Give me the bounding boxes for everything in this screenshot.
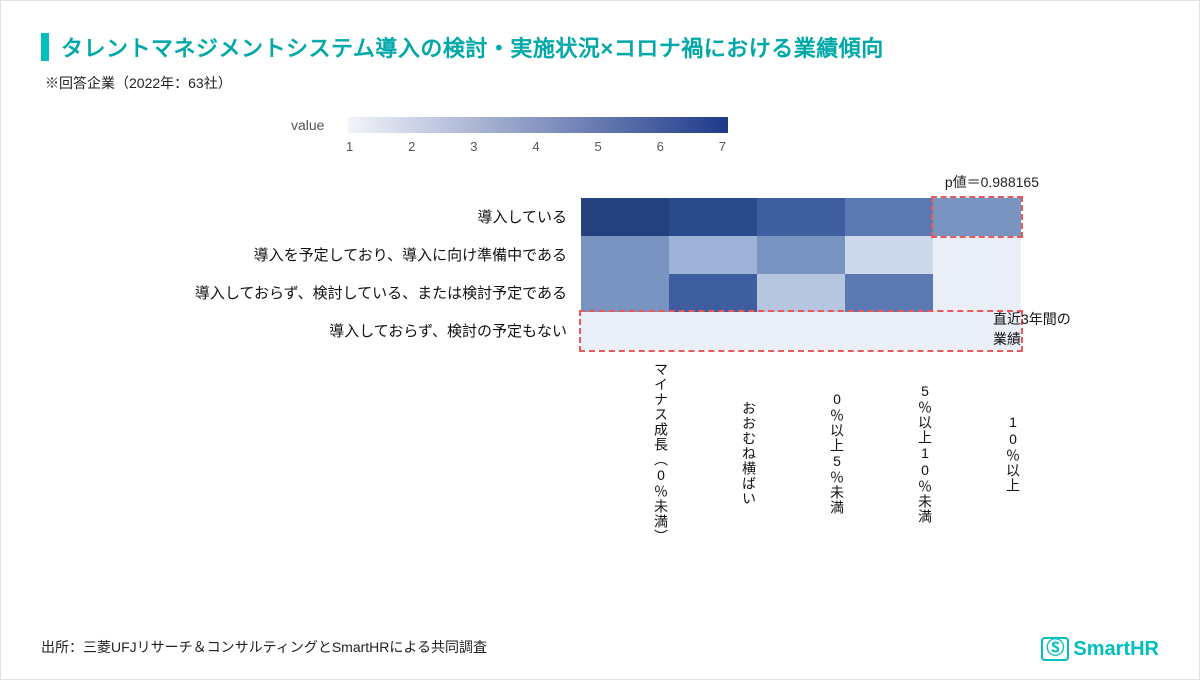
heatmap-cell bbox=[933, 236, 1021, 274]
heatmap-cell bbox=[933, 274, 1021, 312]
heatmap-cell bbox=[933, 198, 1021, 236]
legend-tick: 4 bbox=[532, 139, 539, 154]
x-axis-labels: マイナス成長（0％未満）おおむね横ばい0％以上5％未満5％以上10％未満10％以… bbox=[581, 358, 1159, 544]
heatmap-cell bbox=[757, 236, 845, 274]
x-axis-label: 10％以上 bbox=[933, 358, 1021, 544]
legend-tick: 2 bbox=[408, 139, 415, 154]
x-axis-label: 0％以上5％未満 bbox=[757, 358, 845, 544]
heatmap-row-label: 導入しておらず、検討している、または検討予定である bbox=[41, 274, 581, 312]
brand-logo: Ⓢ SmartHR bbox=[1041, 637, 1159, 661]
heatmap-row-label: 導入している bbox=[41, 198, 581, 236]
subtitle: ※回答企業（2022年：63社） bbox=[45, 73, 1159, 93]
x-axis-label: 5％以上10％未満 bbox=[845, 358, 933, 544]
heatmap-cell bbox=[581, 236, 669, 274]
heatmap-cell bbox=[757, 198, 845, 236]
heatmap-cell bbox=[669, 274, 757, 312]
legend-tick: 7 bbox=[719, 139, 726, 154]
legend-tick: 6 bbox=[657, 139, 664, 154]
footer-source: 出所：三菱UFJリサーチ＆コンサルティングとSmartHRによる共同調査 bbox=[41, 637, 487, 657]
heatmap-cell bbox=[845, 312, 933, 350]
legend-tick: 5 bbox=[595, 139, 602, 154]
p-value-label: p値＝0.988165 bbox=[41, 172, 1039, 192]
legend-gradient bbox=[348, 117, 728, 133]
heatmap-row bbox=[581, 274, 1021, 312]
heatmap-cell bbox=[669, 236, 757, 274]
heatmap-wrap: 導入している導入を予定しており、導入に向け準備中である導入しておらず、検討してい… bbox=[41, 198, 1159, 350]
heatmap-row-label: 導入しておらず、検討の予定もない bbox=[41, 312, 581, 350]
legend-tick: 1 bbox=[346, 139, 353, 154]
side-label: 直近3年間の業績 bbox=[993, 310, 1071, 349]
x-axis-label: マイナス成長（0％未満） bbox=[581, 358, 669, 544]
heatmap-cell bbox=[581, 198, 669, 236]
heatmap-row bbox=[581, 198, 1021, 236]
heatmap: 導入している導入を予定しており、導入に向け準備中である導入しておらず、検討してい… bbox=[41, 198, 1159, 350]
heatmap-cell bbox=[581, 274, 669, 312]
title-accent-bar bbox=[41, 33, 49, 61]
heatmap-row-label: 導入を予定しており、導入に向け準備中である bbox=[41, 236, 581, 274]
heatmap-cell bbox=[845, 274, 933, 312]
row-labels: 導入している導入を予定しており、導入に向け準備中である導入しておらず、検討してい… bbox=[41, 198, 581, 350]
page: タレントマネジメントシステム導入の検討・実施状況×コロナ禍における業績傾向 ※回… bbox=[0, 0, 1200, 680]
heatmap-row bbox=[581, 236, 1021, 274]
legend-label: value bbox=[291, 117, 324, 133]
heatmap-cell bbox=[845, 198, 933, 236]
legend-tick: 3 bbox=[470, 139, 477, 154]
heatmap-cell bbox=[757, 274, 845, 312]
title-row: タレントマネジメントシステム導入の検討・実施状況×コロナ禍における業績傾向 bbox=[41, 31, 1159, 63]
heatmap-cell bbox=[757, 312, 845, 350]
brand-logo-text: SmartHR bbox=[1073, 638, 1159, 661]
legend-ticks: 1 2 3 4 5 6 7 bbox=[346, 139, 726, 154]
side-label-line: 直近3年間の bbox=[993, 310, 1071, 330]
side-label-line: 業績 bbox=[993, 330, 1071, 350]
heatmap-cell bbox=[581, 312, 669, 350]
legend: value bbox=[291, 117, 1159, 133]
heatmap-cells bbox=[581, 198, 1021, 350]
brand-logo-icon: Ⓢ bbox=[1041, 637, 1069, 661]
heatmap-row bbox=[581, 312, 1021, 350]
heatmap-cell bbox=[669, 198, 757, 236]
heatmap-cell bbox=[845, 236, 933, 274]
page-title: タレントマネジメントシステム導入の検討・実施状況×コロナ禍における業績傾向 bbox=[61, 31, 884, 63]
x-axis-label: おおむね横ばい bbox=[669, 358, 757, 544]
heatmap-cell bbox=[669, 312, 757, 350]
